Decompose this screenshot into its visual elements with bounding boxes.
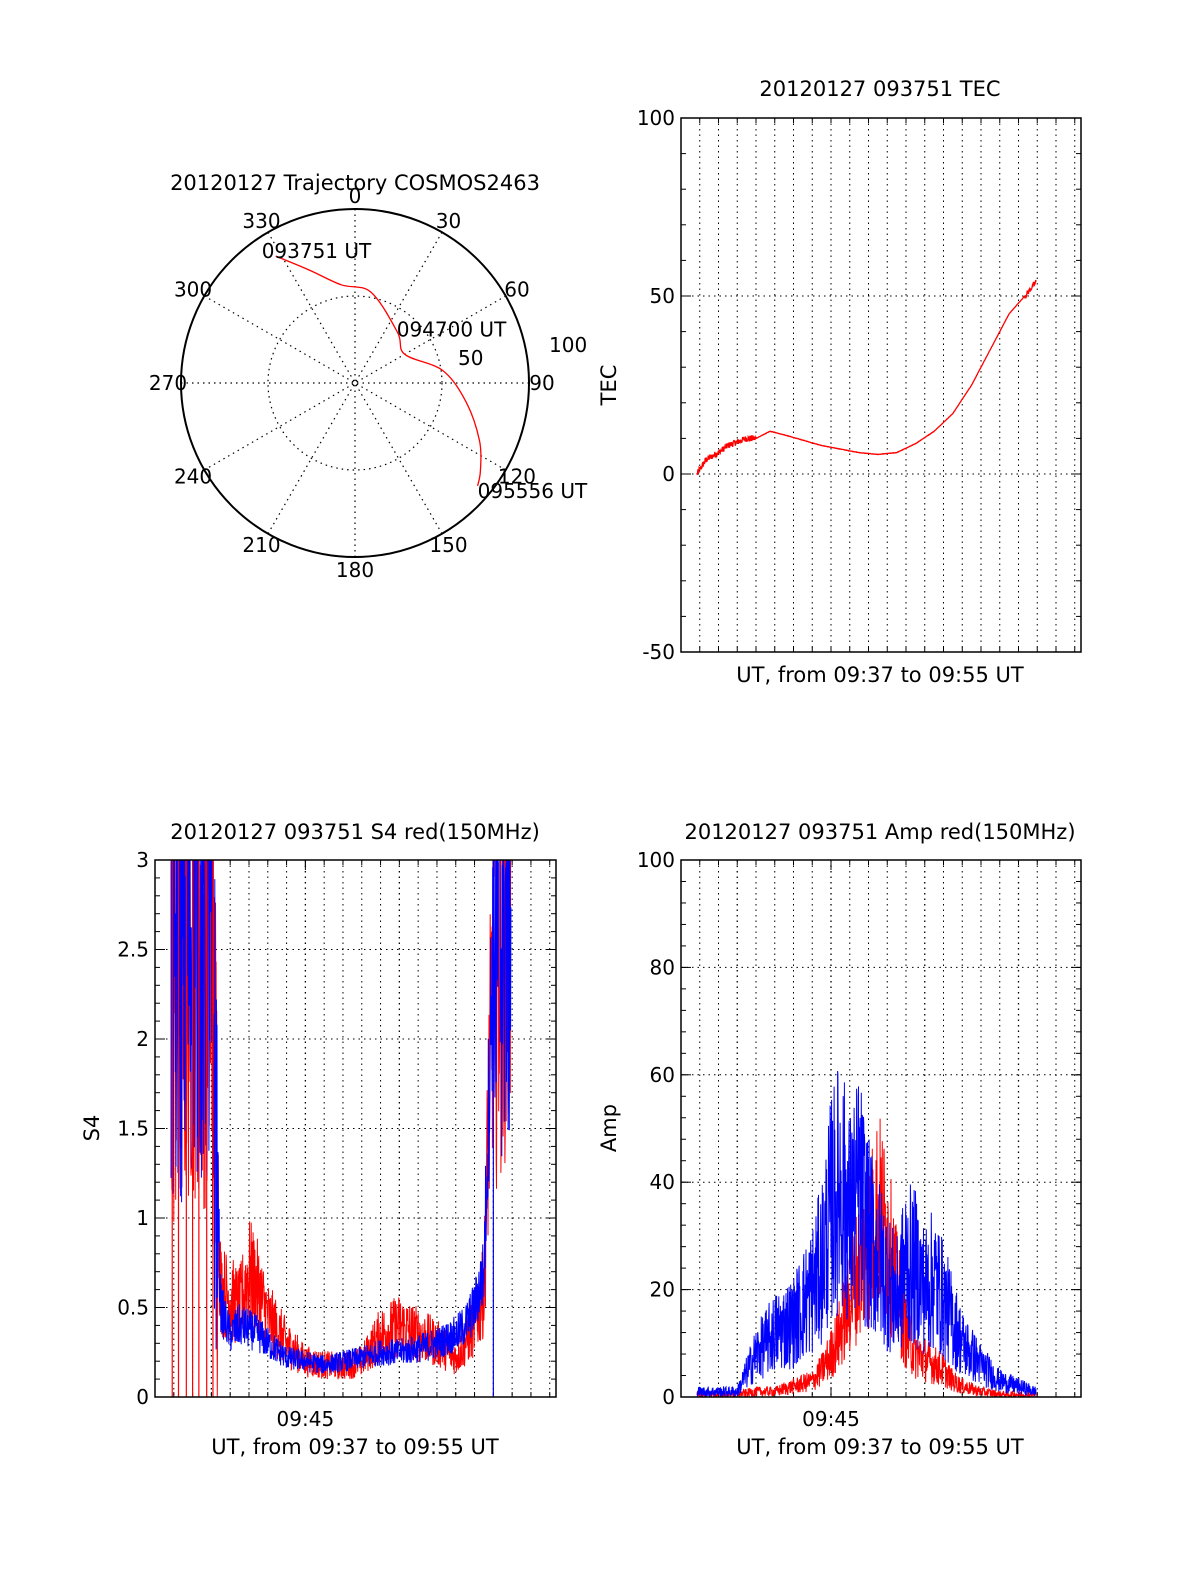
series-group <box>696 279 1037 475</box>
y-tick-label: 100 <box>637 106 675 130</box>
series-line <box>696 1070 1037 1397</box>
polar-title: 20120127 Trajectory COSMOS2463 <box>170 171 540 195</box>
trajectory-line <box>275 255 482 487</box>
tec-plot-area: -50 0 50 100 <box>637 106 1082 664</box>
trajectory-time-label: 095556 UT <box>478 479 588 503</box>
x-tick-label: 09:45 <box>802 1407 860 1431</box>
polar-azimuth-label: 150 <box>429 533 467 557</box>
series-group <box>170 860 512 1397</box>
y-tick-label: 2 <box>136 1027 149 1051</box>
y-tick-label: 60 <box>650 1063 675 1087</box>
tec-title: 20120127 093751 TEC <box>759 77 1000 101</box>
trajectory-polar-panel: 20120127 Trajectory COSMOS2463 0 30 60 90 12… <box>149 171 588 582</box>
amp-title: 20120127 093751 Amp red(150MHz) <box>684 820 1075 844</box>
polar-azimuth-label: 300 <box>174 278 212 302</box>
y-tick-label: 100 <box>637 848 675 872</box>
polar-azimuth-label: 180 <box>336 558 374 582</box>
amp-plot-area: 0 20 40 60 80 100 09:45 <box>637 848 1082 1431</box>
x-tick-label: 09:45 <box>277 1407 335 1431</box>
y-tick-label: 0 <box>662 462 675 486</box>
polar-azimuth-label: 240 <box>174 465 212 489</box>
polar-ring-50 <box>267 295 443 471</box>
y-tick-label: -50 <box>642 640 675 664</box>
y-tick-label: 0 <box>662 1385 675 1409</box>
polar-ring-label: 50 <box>458 346 483 370</box>
plot-frame <box>680 117 1082 653</box>
plot-frame <box>680 859 1082 1398</box>
y-tick-label: 1.5 <box>117 1117 149 1141</box>
y-tick-label: 0 <box>136 1385 149 1409</box>
trajectory-time-label: 094700 UT <box>397 317 507 341</box>
polar-ring-label: 100 <box>549 333 587 357</box>
trajectory-time-label: 093751 UT <box>262 239 372 263</box>
amp-panel: 20120127 093751 Amp red(150MHz) UT, from… <box>597 820 1082 1459</box>
polar-grid <box>180 208 530 558</box>
y-tick-label: 20 <box>650 1278 675 1302</box>
y-tick-label: 80 <box>650 955 675 979</box>
s4-title: 20120127 093751 S4 red(150MHz) <box>170 820 540 844</box>
polar-azimuth-label: 90 <box>529 371 554 395</box>
y-tick-label: 0.5 <box>117 1296 149 1320</box>
series-line <box>170 860 512 1374</box>
polar-azimuth-label: 120 <box>498 465 536 489</box>
polar-spoke <box>267 232 443 534</box>
tec-panel: 20120127 093751 TEC UT, from 09:37 to 09… <box>597 77 1082 687</box>
y-tick-label: 40 <box>650 1170 675 1194</box>
polar-marks: 093751 UT 094700 UT 095556 UT <box>262 239 588 503</box>
y-tick-label: 3 <box>136 848 149 872</box>
tec-xlabel: UT, from 09:37 to 09:55 UT <box>736 663 1024 687</box>
s4-plot-area: 0 0.5 1 1.5 2 2.5 3 09:45 <box>117 848 557 1431</box>
polar-azimuth-label: 0 <box>349 184 362 208</box>
series-line <box>170 860 512 1397</box>
polar-azimuth-label: 330 <box>242 209 280 233</box>
polar-azimuth-label: 30 <box>436 209 461 233</box>
polar-spoke <box>267 232 443 534</box>
y-tick-label: 1 <box>136 1206 149 1230</box>
polar-azimuth-label: 210 <box>242 533 280 557</box>
amp-xlabel: UT, from 09:37 to 09:55 UT <box>736 1435 1024 1459</box>
s4-xlabel: UT, from 09:37 to 09:55 UT <box>211 1435 499 1459</box>
series-group <box>696 1070 1037 1397</box>
y-tick-label: 2.5 <box>117 938 149 962</box>
y-tick-label: 50 <box>650 284 675 308</box>
s4-ylabel: S4 <box>80 1115 104 1142</box>
tec-ylabel: TEC <box>597 365 621 407</box>
amp-ylabel: Amp <box>597 1104 621 1152</box>
polar-azimuth-labels: 0 30 60 90 120 150 180 210 240 270 300 330 50 100 <box>149 184 587 582</box>
plot-frame <box>154 859 557 1398</box>
series-line <box>696 279 1037 475</box>
s4-panel: 20120127 093751 S4 red(150MHz) UT, from … <box>80 820 557 1459</box>
polar-azimuth-label: 270 <box>149 371 187 395</box>
polar-azimuth-label: 60 <box>504 278 529 302</box>
